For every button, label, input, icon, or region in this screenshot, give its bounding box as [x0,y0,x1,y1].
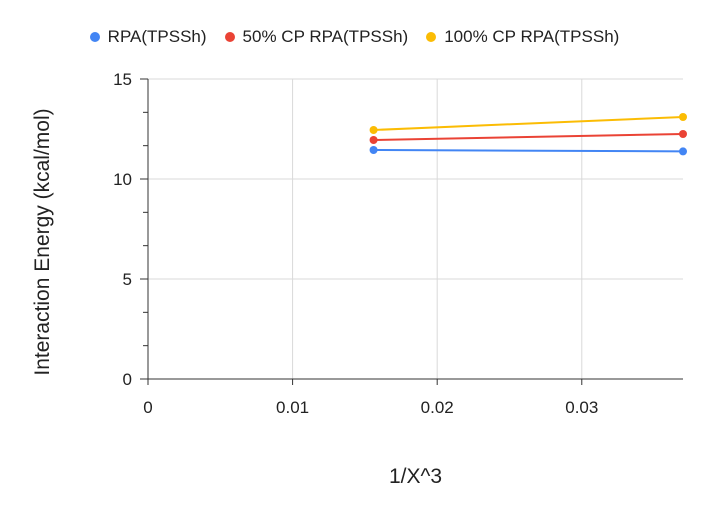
legend-item-rpa[interactable]: RPA(TPSSh) [89,27,207,47]
legend-label-100-cp: 100% CP RPA(TPSSh) [444,27,620,46]
data-point [679,147,687,156]
x-tick-label: 0.01 [276,398,309,417]
data-point [369,126,378,134]
data-point [369,146,378,154]
data-point [679,113,687,121]
data-point [369,136,378,144]
legend-item-50-cp[interactable]: 50% CP RPA(TPSSh) [224,27,409,47]
y-tick-label: 5 [123,270,132,289]
legend-label-rpa: RPA(TPSSh) [107,27,207,46]
data-point [679,130,687,138]
legend-marker-rpa [89,32,100,42]
series-line [373,116,684,131]
y-tick-label: 0 [123,370,132,389]
x-axis-title: 1/X^3 [389,465,442,488]
legend-marker-50-cp [224,32,235,42]
y-axis-title: Interaction Energy (kcal/mol) [31,108,54,375]
x-tick-label: 0 [143,398,152,417]
x-tick-label: 0.02 [421,398,454,417]
chart-tick-labels: 0 5 10 15 0 0.01 0.02 0.03 [113,70,598,417]
series-line [373,133,684,141]
chart-grid [148,78,683,379]
chart-legend: RPA(TPSSh) 50% CP RPA(TPSSh) 100% CP RPA… [0,27,709,47]
y-tick-label: 15 [113,70,132,89]
legend-item-100-cp[interactable]: 100% CP RPA(TPSSh) [426,27,619,47]
legend-marker-100-cp [426,32,437,42]
y-tick-label: 10 [113,170,132,189]
series-line [373,149,684,153]
chart-series [369,113,687,156]
chart-axes [140,78,683,385]
x-tick-label: 0.03 [565,398,598,417]
legend-label-50-cp: 50% CP RPA(TPSSh) [242,27,409,46]
